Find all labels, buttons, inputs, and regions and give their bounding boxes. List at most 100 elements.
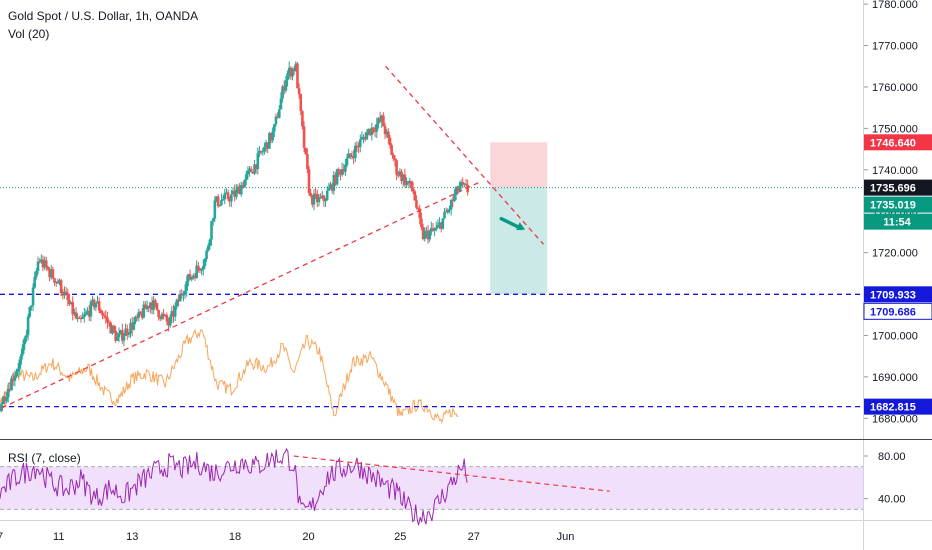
time-tick-label-1: 11: [53, 531, 64, 543]
candle-body-218: [358, 139, 362, 147]
candle-body-131: [215, 196, 218, 201]
candle-body-169: [277, 109, 281, 118]
candle-body-226: [372, 127, 375, 131]
candle-body-212: [349, 153, 352, 157]
candle-body-263: [433, 229, 436, 231]
candle-body-164: [269, 133, 273, 141]
candle-body-217: [357, 146, 360, 148]
candle-body-74: [120, 330, 124, 341]
candle-body-172: [282, 86, 286, 91]
candle-body-106: [173, 306, 177, 317]
candle-body-205: [337, 169, 341, 171]
rsi-pane: [0, 447, 863, 526]
candle-body-5: [6, 388, 10, 398]
price-tag-label-5: 1709.686: [870, 306, 916, 318]
time-tick-label-2: 13: [126, 531, 138, 543]
trendlines[interactable]: [1, 65, 544, 409]
stop-loss-zone: [490, 142, 548, 188]
candle-body-100: [163, 315, 167, 317]
candle-body-78: [127, 333, 131, 335]
candle-body-220: [362, 136, 365, 138]
candle-body-70: [114, 331, 117, 341]
candle-body-216: [355, 145, 359, 147]
candle-body-56: [91, 299, 94, 302]
candle-body-207: [340, 169, 344, 175]
candle-body-259: [426, 230, 430, 240]
candle-body-276: [454, 186, 458, 195]
candle-body-65: [106, 317, 109, 323]
candle-body-136: [223, 193, 227, 200]
projection-arrow[interactable]: [499, 216, 526, 231]
candle-body-48: [78, 317, 81, 319]
candle-body-86: [140, 313, 144, 318]
candle-body-151: [248, 168, 251, 171]
candle-body-28: [44, 260, 48, 267]
candle-body-182: [299, 94, 303, 112]
candle-body-241: [396, 174, 400, 176]
candle-body-71: [116, 337, 119, 341]
candle-body-3: [3, 396, 7, 402]
time-axis[interactable]: 7 11 13 18 20 25 27 Jun: [0, 531, 574, 543]
candle-body-72: [117, 333, 121, 338]
candle-body-140: [230, 194, 233, 202]
candle-body-87: [142, 304, 146, 318]
candle-body-76: [124, 328, 127, 336]
candle-body-92: [150, 302, 154, 310]
short-position-tool[interactable]: [490, 142, 548, 295]
candle-body-32: [51, 269, 55, 279]
candle-body-245: [403, 174, 407, 185]
price-axis[interactable]: 1780.000 1770.000 1760.000 1750.000 1740.000…: [864, 0, 918, 425]
candle-body-191: [314, 193, 317, 195]
candle-body-39: [63, 291, 66, 296]
candle-body-34: [54, 281, 58, 283]
time-tick-label-4: 20: [302, 531, 314, 543]
candle-body-25: [40, 259, 43, 262]
candle-body-211: [347, 153, 350, 159]
candle-body-203: [334, 174, 337, 185]
candle-body-121: [198, 268, 202, 271]
candle-body-109: [178, 294, 182, 302]
candle-body-128: [210, 221, 213, 240]
rsi-axis[interactable]: 80.00 40.00: [864, 451, 906, 506]
candle-body-168: [276, 116, 279, 118]
price-tag-bg-3: [864, 213, 932, 230]
candle-body-199: [327, 188, 331, 191]
candle-body-112: [183, 290, 187, 295]
candle-body-14: [21, 344, 25, 354]
candle-body-55: [89, 301, 93, 317]
candle-body-30: [48, 269, 51, 278]
candle-body-42: [68, 300, 71, 305]
candle-body-206: [339, 170, 342, 175]
candle-body-202: [332, 174, 336, 191]
candle-body-249: [410, 180, 413, 189]
price-tag-bg-5: [863, 302, 932, 320]
candle-body-243: [400, 171, 403, 181]
candle-body-176: [289, 67, 293, 77]
candle-body-125: [205, 250, 208, 259]
candle-body-178: [292, 68, 296, 72]
price-tag-label-1: 1735.696: [870, 183, 916, 195]
candle-body-272: [448, 209, 451, 211]
candle-body-89: [145, 305, 149, 310]
candle-body-69: [112, 325, 116, 332]
candle-body-23: [36, 261, 40, 272]
candle-body-161: [264, 142, 268, 147]
price-tick-label-10: 1680.000: [872, 413, 918, 425]
horizontal-lines[interactable]: [0, 187, 863, 408]
candle-body-126: [206, 245, 210, 251]
candle-body-237: [390, 145, 393, 156]
candle-body-134: [220, 200, 223, 205]
candle-body-20: [31, 287, 35, 306]
candle-body-75: [122, 335, 126, 341]
candle-body-223: [367, 128, 370, 133]
candle-body-181: [297, 88, 301, 95]
candle-body-173: [284, 80, 288, 91]
candle-body-174: [286, 73, 289, 81]
candle-body-13: [20, 353, 23, 360]
candle-body-185: [304, 147, 308, 154]
candle-body-146: [239, 185, 243, 195]
candle-body-18: [28, 306, 32, 317]
candle-body-61: [99, 310, 103, 314]
time-tick-label-3: 18: [229, 531, 241, 543]
